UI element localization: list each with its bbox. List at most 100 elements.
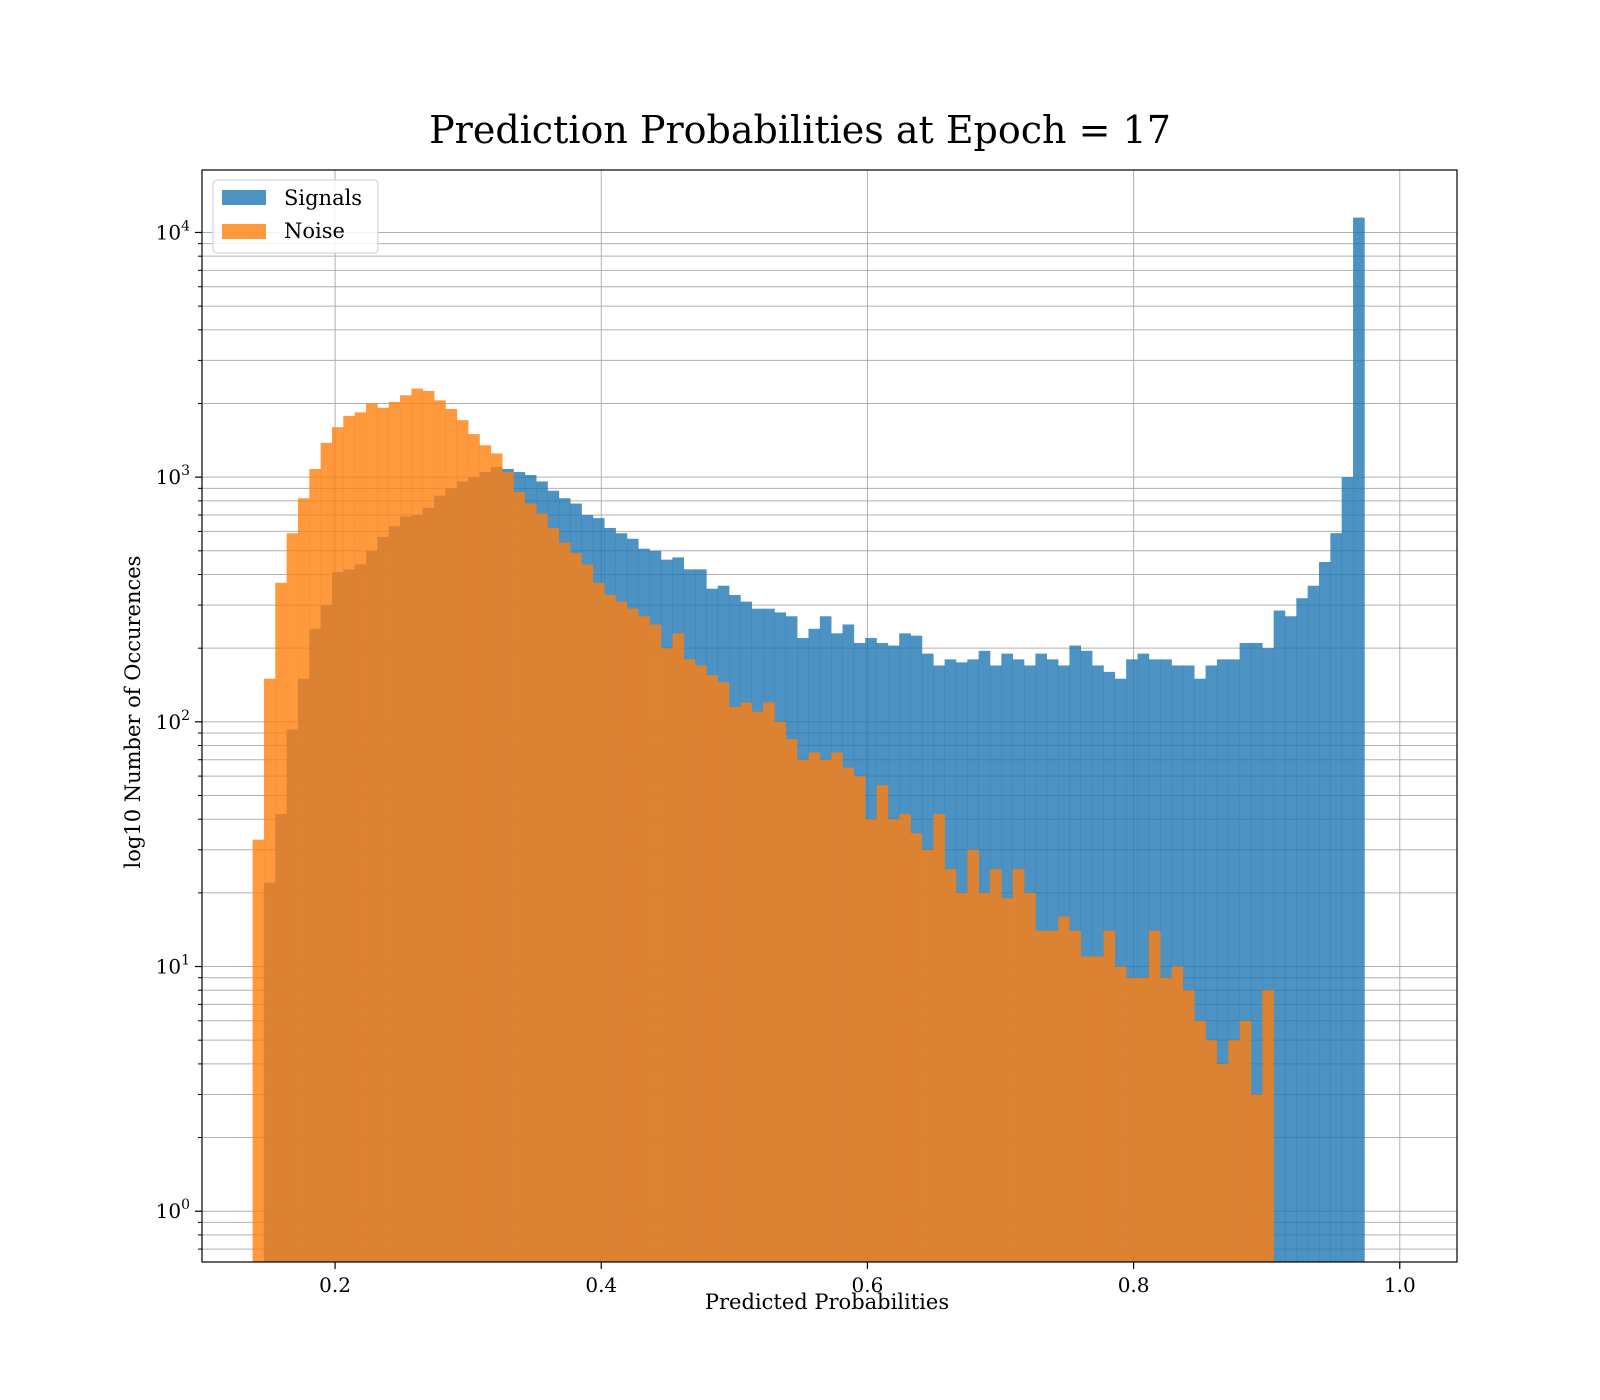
noise-bar: [808, 752, 821, 1262]
signals-bar: [1353, 217, 1365, 1262]
noise-bar: [978, 892, 991, 1262]
noise-bar: [1024, 892, 1036, 1262]
noise-bar: [797, 759, 809, 1262]
y-tick-label: 100: [156, 1197, 190, 1223]
x-tick-label: 0.4: [585, 1273, 617, 1297]
noise-bar: [842, 767, 855, 1262]
noise-bar: [1148, 930, 1161, 1262]
signals-bar: [1171, 665, 1184, 1262]
signals-bar: [1205, 665, 1218, 1262]
noise-bar: [343, 415, 355, 1263]
noise-bar: [570, 552, 582, 1262]
noise-bar: [921, 849, 934, 1262]
noise-bars: [252, 388, 1274, 1263]
y-tick-label: 101: [156, 953, 190, 979]
noise-bar: [819, 759, 832, 1262]
x-tick-label: 1.0: [1384, 1273, 1416, 1297]
noise-bar: [706, 675, 719, 1262]
signals-bar: [1307, 585, 1320, 1262]
signals-bar: [1194, 678, 1206, 1262]
noise-bar: [1250, 1094, 1263, 1262]
signals-bar: [1126, 659, 1138, 1262]
noise-bar: [1194, 1020, 1206, 1262]
noise-bar: [955, 892, 968, 1262]
noise-bar: [933, 814, 945, 1262]
noise-bar: [536, 513, 548, 1262]
legend-swatch-signals: [222, 190, 266, 205]
noise-bar: [1216, 1063, 1229, 1262]
noise-bar: [366, 403, 378, 1262]
noise-bar: [388, 401, 401, 1262]
noise-bar: [468, 434, 480, 1263]
noise-bar: [876, 785, 889, 1262]
noise-bar: [309, 468, 321, 1263]
noise-bar: [400, 395, 412, 1262]
legend-label-noise: Noise: [284, 219, 345, 243]
signals-bar: [1319, 562, 1331, 1262]
noise-bar: [853, 776, 866, 1262]
noise-bar: [1046, 930, 1059, 1262]
noise-bar: [297, 498, 310, 1262]
noise-bar: [967, 849, 979, 1262]
noise-bar: [751, 711, 764, 1262]
noise-bar: [581, 564, 594, 1262]
noise-bar: [558, 542, 571, 1262]
noise-bar: [683, 659, 696, 1262]
signals-bar: [1239, 642, 1252, 1262]
noise-bar: [1069, 930, 1082, 1262]
noise-bar: [263, 678, 276, 1262]
noise-bar: [785, 739, 798, 1262]
noise-bar: [331, 427, 344, 1262]
noise-bar: [615, 601, 628, 1262]
noise-bar: [1080, 956, 1093, 1262]
noise-bar: [672, 633, 685, 1262]
noise-bar: [1058, 916, 1070, 1262]
noise-bar: [422, 390, 435, 1263]
noise-bar: [944, 869, 957, 1262]
noise-bar: [774, 721, 787, 1262]
noise-bar: [649, 624, 662, 1262]
noise-bar: [354, 412, 367, 1263]
y-axis-label: log10 Number of Occurences: [121, 556, 145, 869]
x-tick-label: 0.6: [852, 1273, 884, 1297]
noise-bar: [1035, 930, 1048, 1262]
noise-bar: [626, 608, 639, 1262]
noise-bar: [286, 533, 299, 1262]
signals-bar: [1262, 648, 1274, 1262]
noise-bar: [377, 407, 390, 1262]
noise-bar: [1171, 966, 1184, 1262]
signals-bar: [1296, 598, 1308, 1262]
noise-bar: [502, 471, 514, 1262]
chart-title: Prediction Probabilities at Epoch = 17: [429, 108, 1171, 152]
signals-bar: [1250, 642, 1263, 1262]
noise-bar: [513, 491, 526, 1263]
noise-bar: [524, 503, 537, 1262]
noise-bar: [1205, 1040, 1218, 1262]
noise-bar: [1001, 898, 1014, 1262]
y-tick-label: 104: [156, 218, 190, 244]
legend: Signals Noise: [212, 179, 379, 254]
noise-bar: [1239, 1020, 1252, 1262]
noise-bar: [1262, 990, 1274, 1262]
noise-bar: [865, 819, 877, 1262]
noise-bar: [695, 665, 707, 1262]
noise-bar: [1103, 930, 1116, 1262]
signals-bar: [1160, 659, 1172, 1262]
noise-bar: [887, 819, 900, 1262]
signals-bar: [1216, 659, 1229, 1262]
signals-bar: [1228, 659, 1240, 1262]
noise-bar: [661, 648, 673, 1262]
noise-bar: [456, 420, 469, 1262]
y-tick-label: 103: [156, 463, 190, 489]
signals-bar: [1273, 610, 1286, 1262]
noise-bar: [320, 442, 333, 1262]
y-tick-label: 102: [156, 708, 190, 734]
noise-bar: [1126, 977, 1138, 1262]
signals-bar: [1137, 653, 1150, 1262]
noise-bar: [1228, 1040, 1240, 1262]
noise-bar: [479, 445, 492, 1263]
x-axis-ticks: 0.2 0.4 0.6 0.8 1.0: [319, 1262, 1416, 1297]
noise-bar: [275, 582, 287, 1262]
y-axis-ticks: 100 101 102 103 104: [156, 218, 202, 1250]
